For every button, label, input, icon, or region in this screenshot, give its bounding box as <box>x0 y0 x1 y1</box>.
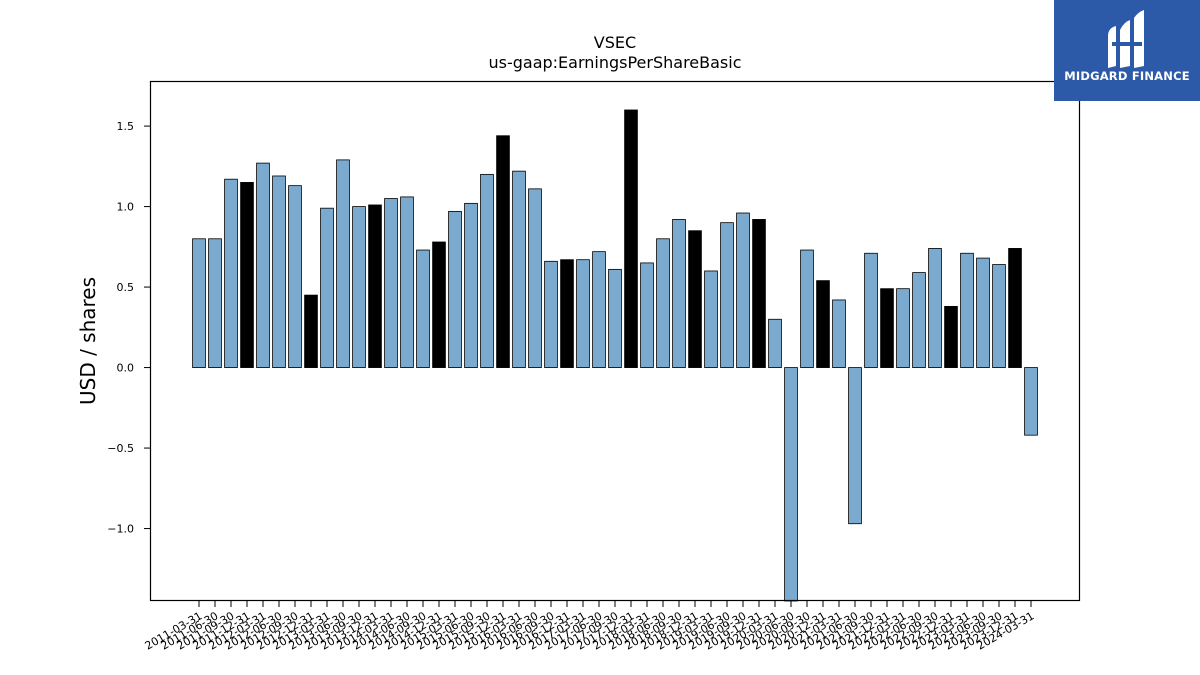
y-tick-label: −1.0 <box>107 523 134 536</box>
y-tick-label: −0.5 <box>107 442 134 455</box>
chart-title: VSEC <box>594 33 636 52</box>
y-tick-label: 0.5 <box>117 281 135 294</box>
bar-2019-12-31 <box>752 219 766 368</box>
y-tick-label: 0.0 <box>117 362 135 375</box>
bar-2013-12-31 <box>368 204 382 368</box>
bar-2023-09-30 <box>992 264 1006 368</box>
bar-2021-06-30 <box>848 367 862 525</box>
bar-2022-06-30 <box>912 272 926 368</box>
bar-2021-12-31 <box>880 288 894 368</box>
bar-2011-06-30 <box>208 238 222 368</box>
bar-2015-06-30 <box>464 202 478 368</box>
bar-2023-12-31 <box>1008 248 1022 368</box>
midgard-finance-logo: MIDGARD FINANCE <box>1054 0 1200 101</box>
bar-2011-09-30 <box>224 178 238 368</box>
bar-2013-06-30 <box>336 159 350 368</box>
bar-2022-09-30 <box>928 248 942 368</box>
y-tick-label: 1.0 <box>117 201 135 214</box>
bar-2023-03-31 <box>960 252 974 368</box>
bar-2023-06-30 <box>976 257 990 368</box>
logo-text: MIDGARD FINANCE <box>1064 69 1190 83</box>
x-axis-ticks: 2011-03-312011-06-302011-09-302011-12-31… <box>143 601 1037 653</box>
bar-2017-09-30 <box>608 268 622 368</box>
bar-2019-09-30 <box>736 212 750 368</box>
bar-2019-03-31 <box>704 270 718 368</box>
bar-2012-06-30 <box>272 175 286 368</box>
y-axis-label: USD / shares <box>76 277 100 405</box>
bar-2012-03-31 <box>256 162 270 368</box>
bar-2018-09-30 <box>672 219 686 368</box>
bar-2015-12-31 <box>496 135 510 368</box>
bar-2019-06-30 <box>720 222 734 368</box>
bar-2021-09-30 <box>864 252 878 368</box>
y-axis-ticks: −1.0 −0.5 0.0 0.5 1.0 1.5 <box>107 120 150 536</box>
bar-2014-03-31 <box>384 198 398 368</box>
bar-2018-12-31 <box>688 230 702 368</box>
bar-2021-03-31 <box>832 299 846 368</box>
chart-subtitle: us-gaap:EarningsPerShareBasic <box>488 53 741 72</box>
bar-2014-12-31 <box>432 241 446 368</box>
bar-2012-12-31 <box>304 294 318 368</box>
bar-2016-12-31 <box>560 259 574 368</box>
bar-2022-12-31 <box>944 305 958 368</box>
bar-2018-03-31 <box>640 262 654 368</box>
bar-2017-12-31 <box>624 109 638 368</box>
bar-2020-03-31 <box>768 318 782 368</box>
bar-2018-06-30 <box>656 238 670 368</box>
bar-2016-03-31 <box>512 170 526 368</box>
bar-2013-03-31 <box>320 207 334 368</box>
bar-2011-12-31 <box>240 182 254 368</box>
bar-2015-09-30 <box>480 173 494 368</box>
bar-2017-06-30 <box>592 251 606 368</box>
bar-2022-03-31 <box>896 288 910 368</box>
bar-2015-03-31 <box>448 210 462 368</box>
bar-2020-12-31 <box>816 280 830 368</box>
bar-2013-09-30 <box>352 206 366 368</box>
midgard-m-logo-icon <box>1108 10 1144 68</box>
bar-2014-09-30 <box>416 249 430 368</box>
bar-2017-03-31 <box>576 259 590 368</box>
bar-series <box>192 109 1038 602</box>
bar-2011-03-31 <box>192 238 206 368</box>
bar-2016-09-30 <box>544 260 558 368</box>
bar-2012-09-30 <box>288 185 302 368</box>
bar-2020-06-30 <box>784 367 798 602</box>
y-tick-label: 1.5 <box>117 120 135 133</box>
bar-2024-03-31 <box>1024 367 1038 436</box>
bar-2016-06-30 <box>528 188 542 368</box>
bar-2020-09-30 <box>800 249 814 368</box>
bar-2014-06-30 <box>400 196 414 368</box>
plot-frame <box>149 80 1081 602</box>
